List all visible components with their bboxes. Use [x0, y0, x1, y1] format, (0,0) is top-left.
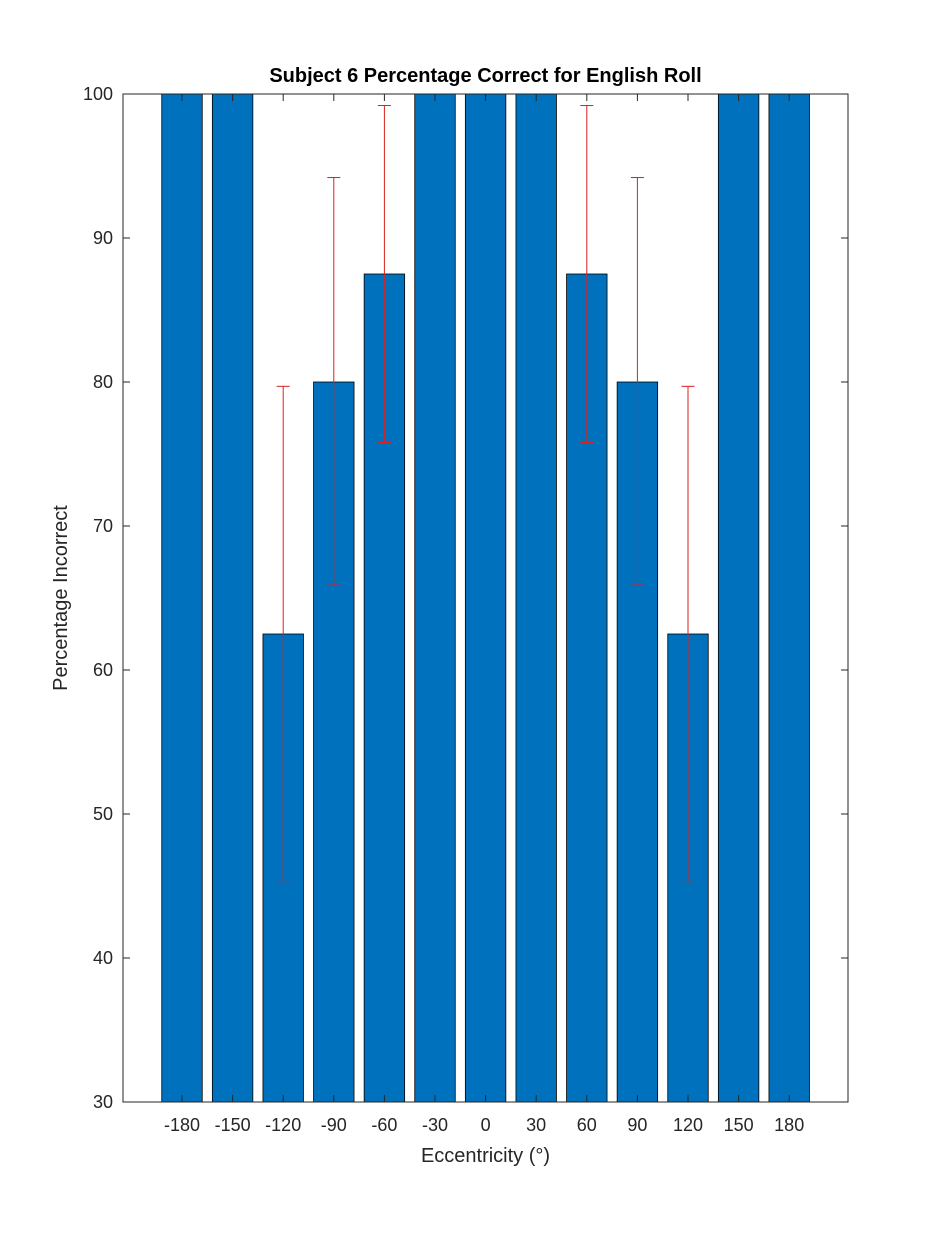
x-tick-label-30: 30 — [526, 1115, 546, 1135]
error-bar--90 — [327, 177, 341, 586]
x-tick-label--150: -150 — [215, 1115, 251, 1135]
error-bar-90 — [630, 177, 644, 586]
y-tick-label-80: 80 — [93, 372, 113, 392]
x-tick-label-180: 180 — [774, 1115, 804, 1135]
x-tick-label-150: 150 — [724, 1115, 754, 1135]
bar-0 — [464, 93, 507, 1103]
y-tick-label-30: 30 — [93, 1092, 113, 1112]
error-bar-120 — [681, 385, 695, 883]
x-tick-label-90: 90 — [627, 1115, 647, 1135]
chart-title: Subject 6 Percentage Correct for English… — [269, 65, 701, 87]
error-bar-60 — [580, 105, 594, 443]
y-tick-label-50: 50 — [93, 804, 113, 824]
x-tick-label--180: -180 — [164, 1115, 200, 1135]
y-tick-label-90: 90 — [93, 228, 113, 248]
bar-150 — [717, 93, 760, 1103]
y-axis-label: Percentage Incorrect — [50, 505, 72, 691]
x-tick-label--90: -90 — [321, 1115, 347, 1135]
error-bar--60 — [377, 105, 391, 443]
bar-180 — [768, 93, 810, 1103]
y-tick-label-60: 60 — [93, 660, 113, 680]
bar--150 — [211, 93, 254, 1103]
y-tick-label-100: 100 — [83, 84, 113, 104]
x-axis-ticks: -180 -150 -120 -90 -60 -30 0 30 60 90 120 150 180 — [164, 94, 804, 1135]
bar--30 — [414, 93, 456, 1103]
x-tick-label-60: 60 — [577, 1115, 597, 1135]
bar-30 — [515, 93, 557, 1103]
y-axis-ticks: 30 40 50 60 70 80 90 100 — [83, 84, 848, 1112]
error-bar--120 — [276, 385, 290, 883]
x-tick-label-0: 0 — [481, 1115, 491, 1135]
y-tick-label-70: 70 — [93, 516, 113, 536]
error-bars-group — [276, 105, 695, 883]
x-tick-label--120: -120 — [265, 1115, 301, 1135]
x-axis-label: Eccentricity (°) — [421, 1145, 550, 1167]
bar--180 — [161, 93, 203, 1103]
y-tick-label-40: 40 — [93, 948, 113, 968]
x-tick-label--60: -60 — [371, 1115, 397, 1135]
x-tick-label--30: -30 — [422, 1115, 448, 1135]
x-tick-label-120: 120 — [673, 1115, 703, 1135]
